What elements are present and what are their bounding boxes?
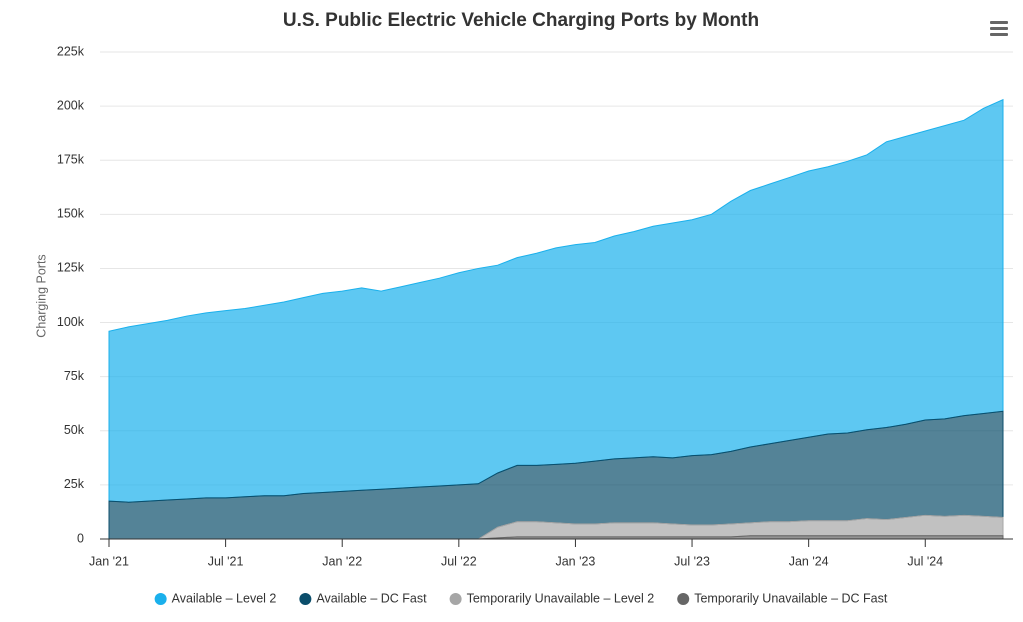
- y-tick-label: 150k: [57, 207, 85, 221]
- y-tick-label: 50k: [64, 423, 85, 437]
- legend-marker: [449, 593, 462, 605]
- x-tick-label: Jan '22: [322, 554, 362, 568]
- legend-label: Temporarily Unavailable – Level 2: [467, 591, 655, 605]
- legend-marker: [677, 593, 690, 605]
- x-tick-label: Jan '24: [789, 554, 829, 568]
- legend-item[interactable]: Temporarily Unavailable – Level 2: [449, 591, 655, 605]
- x-tick-label: Jul '22: [441, 554, 477, 568]
- x-tick-label: Jul '24: [907, 554, 943, 568]
- menu-bar[interactable]: [990, 21, 1008, 24]
- legend: Available – Level 2 Available – DC Fast Te…: [154, 591, 888, 605]
- menu-button[interactable]: [990, 21, 1008, 36]
- legend-marker: [299, 593, 312, 605]
- legend-label: Temporarily Unavailable – DC Fast: [694, 591, 888, 605]
- legend-marker: [154, 593, 167, 605]
- y-tick-label: 75k: [64, 369, 85, 383]
- y-tick-label: 25k: [64, 477, 85, 491]
- y-tick-label: 0: [77, 531, 84, 545]
- legend-item[interactable]: Temporarily Unavailable – DC Fast: [677, 591, 888, 605]
- y-tick-label: 100k: [57, 315, 85, 329]
- y-axis-title: Charging Ports: [34, 254, 48, 337]
- menu-bar[interactable]: [990, 27, 1008, 30]
- y-tick-label: 225k: [57, 44, 85, 58]
- legend-label: Available – Level 2: [172, 591, 277, 605]
- legend-label: Available – DC Fast: [316, 591, 427, 605]
- y-tick-label: 125k: [57, 261, 85, 275]
- legend-item[interactable]: Available – Level 2: [154, 591, 277, 605]
- x-tick-label: Jan '21: [89, 554, 129, 568]
- legend-item[interactable]: Available – DC Fast: [299, 591, 427, 605]
- y-tick-label: 200k: [57, 98, 85, 112]
- y-tick-label: 175k: [57, 153, 85, 167]
- menu-bar[interactable]: [990, 33, 1008, 36]
- x-tick-label: Jul '23: [674, 554, 710, 568]
- x-tick-label: Jan '23: [555, 554, 595, 568]
- x-tick-label: Jul '21: [208, 554, 244, 568]
- chart-title: U.S. Public Electric Vehicle Charging Po…: [283, 10, 759, 31]
